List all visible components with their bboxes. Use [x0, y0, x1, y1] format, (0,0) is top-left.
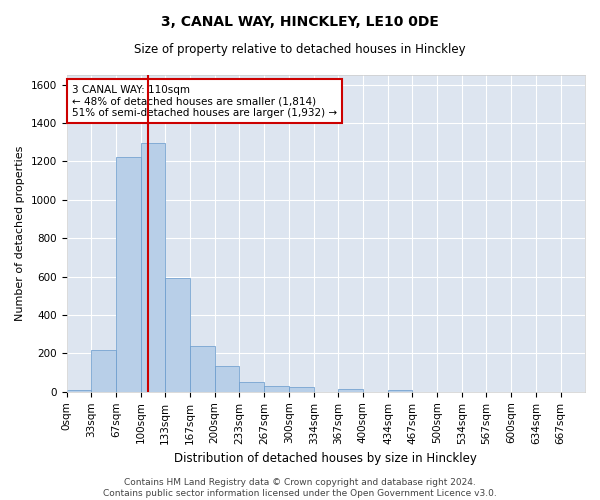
Bar — [239, 382, 264, 392]
Bar — [91, 350, 116, 392]
Bar — [338, 389, 363, 392]
Bar — [388, 390, 412, 392]
Text: 3 CANAL WAY: 110sqm
← 48% of detached houses are smaller (1,814)
51% of semi-det: 3 CANAL WAY: 110sqm ← 48% of detached ho… — [72, 84, 337, 117]
Text: 3, CANAL WAY, HINCKLEY, LE10 0DE: 3, CANAL WAY, HINCKLEY, LE10 0DE — [161, 15, 439, 29]
Bar — [140, 143, 165, 392]
Bar — [215, 366, 239, 392]
Bar — [165, 278, 190, 392]
Bar — [116, 156, 140, 392]
Text: Size of property relative to detached houses in Hinckley: Size of property relative to detached ho… — [134, 42, 466, 56]
Bar — [289, 386, 314, 392]
Text: Contains HM Land Registry data © Crown copyright and database right 2024.
Contai: Contains HM Land Registry data © Crown c… — [103, 478, 497, 498]
Bar — [190, 346, 215, 392]
X-axis label: Distribution of detached houses by size in Hinckley: Distribution of detached houses by size … — [175, 452, 477, 465]
Y-axis label: Number of detached properties: Number of detached properties — [15, 146, 25, 321]
Bar — [67, 390, 91, 392]
Bar — [264, 386, 289, 392]
